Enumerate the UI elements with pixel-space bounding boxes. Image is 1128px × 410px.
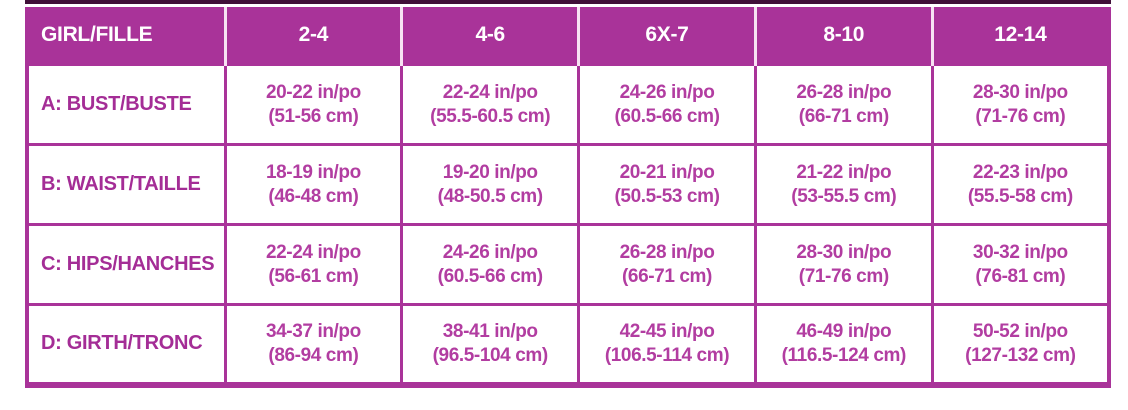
cell-inches: 38-41 in/po (442, 320, 538, 342)
cell-cm: (46-48 cm) (268, 185, 359, 207)
cell-hips-2-4: 22-24 in/po (56-61 cm) (223, 223, 402, 305)
cell-cm: (60.5-66 cm) (437, 265, 543, 287)
cell-cm: (53-55.5 cm) (791, 185, 897, 207)
cell-inches: 20-22 in/po (265, 81, 361, 103)
cell-cm: (71-76 cm) (798, 265, 889, 287)
table-row-girth: D: GIRTH/TRONC 34-37 in/po (86-94 cm) 38… (27, 303, 1109, 385)
cell-cm: (50.5-53 cm) (614, 185, 720, 207)
cell-cm: (127-132 cm) (965, 344, 1076, 366)
cell-inches: 20-21 in/po (619, 161, 715, 183)
cell-bust-6x-7: 24-26 in/po (60.5-66 cm) (577, 63, 756, 145)
cell-waist-6x-7: 20-21 in/po (50.5-53 cm) (577, 143, 756, 225)
column-header-size-12-14: 12-14 (930, 7, 1109, 65)
cell-bust-12-14: 28-30 in/po (71-76 cm) (930, 63, 1109, 145)
cell-inches: 22-23 in/po (972, 161, 1068, 183)
corner-header-girl-fille: GIRL/FILLE (27, 7, 225, 65)
cell-cm: (76-81 cm) (975, 265, 1066, 287)
cell-hips-8-10: 28-30 in/po (71-76 cm) (753, 223, 933, 305)
cell-cm: (116.5-124 cm) (781, 344, 907, 366)
row-label-girth: D: GIRTH/TRONC (27, 303, 225, 385)
cell-inches: 26-28 in/po (796, 81, 892, 103)
top-accent-bar (25, 0, 1111, 4)
header-row: GIRL/FILLE 2-4 4-6 6X-7 8-10 12-14 (27, 7, 1109, 65)
cell-cm: (55.5-58 cm) (967, 185, 1073, 207)
table-row-hips: C: HIPS/HANCHES 22-24 in/po (56-61 cm) 2… (27, 223, 1109, 305)
cell-cm: (96.5-104 cm) (432, 344, 549, 366)
cell-inches: 50-52 in/po (972, 320, 1068, 342)
cell-inches: 19-20 in/po (442, 161, 538, 183)
cell-cm: (55.5-60.5 cm) (430, 105, 551, 127)
table-row-waist: B: WAIST/TAILLE 18-19 in/po (46-48 cm) 1… (27, 143, 1109, 225)
table-row-bust: A: BUST/BUSTE 20-22 in/po (51-56 cm) 22-… (27, 63, 1109, 145)
cell-cm: (60.5-66 cm) (614, 105, 720, 127)
cell-hips-6x-7: 26-28 in/po (66-71 cm) (577, 223, 756, 305)
cell-girth-8-10: 46-49 in/po (116.5-124 cm) (753, 303, 933, 385)
cell-cm: (66-71 cm) (798, 105, 889, 127)
cell-waist-8-10: 21-22 in/po (53-55.5 cm) (753, 143, 933, 225)
cell-cm: (71-76 cm) (975, 105, 1066, 127)
cell-inches: 24-26 in/po (442, 241, 538, 263)
cell-hips-4-6: 24-26 in/po (60.5-66 cm) (400, 223, 579, 305)
cell-inches: 26-28 in/po (619, 241, 715, 263)
row-label-hips: C: HIPS/HANCHES (27, 223, 225, 305)
cell-inches: 28-30 in/po (972, 81, 1068, 103)
column-header-size-4-6: 4-6 (400, 7, 579, 65)
row-label-waist: B: WAIST/TAILLE (27, 143, 225, 225)
cell-inches: 34-37 in/po (265, 320, 361, 342)
cell-inches: 28-30 in/po (796, 241, 892, 263)
cell-inches: 46-49 in/po (796, 320, 892, 342)
size-chart-table: GIRL/FILLE 2-4 4-6 6X-7 8-10 12-14 A: BU… (25, 7, 1111, 388)
cell-waist-12-14: 22-23 in/po (55.5-58 cm) (930, 143, 1109, 225)
cell-bust-2-4: 20-22 in/po (51-56 cm) (223, 63, 402, 145)
column-header-size-8-10: 8-10 (753, 7, 933, 65)
cell-hips-12-14: 30-32 in/po (76-81 cm) (930, 223, 1109, 305)
cell-cm: (66-71 cm) (621, 265, 712, 287)
cell-inches: 24-26 in/po (619, 81, 715, 103)
cell-cm: (56-61 cm) (268, 265, 359, 287)
cell-inches: 21-22 in/po (796, 161, 892, 183)
cell-inches: 18-19 in/po (265, 161, 361, 183)
cell-girth-2-4: 34-37 in/po (86-94 cm) (223, 303, 402, 385)
cell-girth-4-6: 38-41 in/po (96.5-104 cm) (400, 303, 579, 385)
cell-bust-4-6: 22-24 in/po (55.5-60.5 cm) (400, 63, 579, 145)
cell-inches: 30-32 in/po (972, 241, 1068, 263)
cell-cm: (48-50.5 cm) (437, 185, 543, 207)
cell-inches: 22-24 in/po (442, 81, 538, 103)
column-header-size-2-4: 2-4 (223, 7, 402, 65)
cell-inches: 22-24 in/po (265, 241, 361, 263)
cell-inches: 42-45 in/po (619, 320, 715, 342)
cell-waist-4-6: 19-20 in/po (48-50.5 cm) (400, 143, 579, 225)
cell-girth-12-14: 50-52 in/po (127-132 cm) (930, 303, 1109, 385)
cell-bust-8-10: 26-28 in/po (66-71 cm) (753, 63, 933, 145)
cell-waist-2-4: 18-19 in/po (46-48 cm) (223, 143, 402, 225)
cell-cm: (51-56 cm) (268, 105, 359, 127)
cell-cm: (86-94 cm) (268, 344, 359, 366)
column-header-size-6x-7: 6X-7 (577, 7, 756, 65)
row-label-bust: A: BUST/BUSTE (27, 63, 225, 145)
cell-cm: (106.5-114 cm) (604, 344, 730, 366)
cell-girth-6x-7: 42-45 in/po (106.5-114 cm) (577, 303, 756, 385)
